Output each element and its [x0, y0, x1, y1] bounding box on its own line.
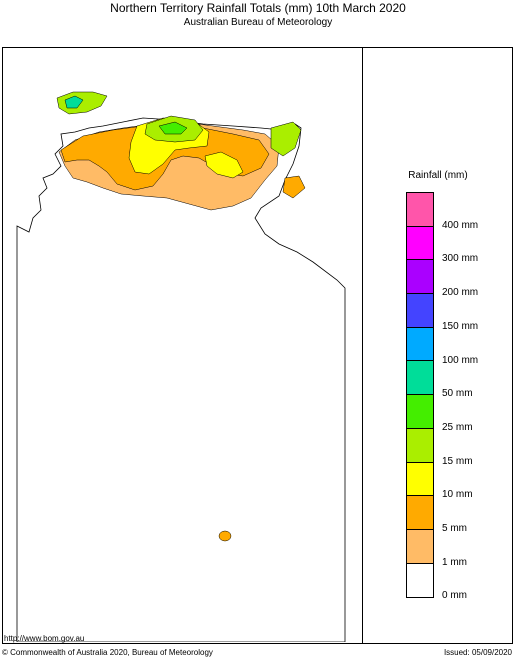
- legend-color-bar: [406, 192, 434, 599]
- legend-label: 300 mm: [442, 253, 479, 265]
- legend-divider: [362, 47, 363, 644]
- legend-swatch: [407, 226, 433, 261]
- legend-swatch: [407, 428, 433, 463]
- rain-zone-25mm: [158, 121, 188, 135]
- legend-swatch: [407, 260, 433, 295]
- rain-zone-10mm-east: [204, 151, 244, 179]
- legend-label: 150 mm: [442, 320, 479, 332]
- legend-swatch: [407, 193, 433, 227]
- legend-label: 15 mm: [442, 455, 473, 467]
- map-title: Northern Territory Rainfall Totals (mm) …: [110, 1, 406, 15]
- legend-label: 400 mm: [442, 219, 479, 231]
- legend-swatch: [407, 395, 433, 429]
- legend-swatch: [407, 327, 433, 362]
- legend-label: 5 mm: [442, 523, 467, 534]
- legend-swatch: [407, 361, 433, 396]
- footer-url[interactable]: http://www.bom.gov.au: [4, 634, 85, 643]
- legend-label: 10 mm: [442, 489, 473, 501]
- territory-outline: [16, 117, 346, 642]
- rain-zone-south-spot: [218, 530, 232, 542]
- footer-issued: Issued: 05/09/2020: [443, 648, 512, 657]
- map-subtitle: Australian Bureau of Meteorology: [183, 17, 333, 28]
- rain-zone-arnhem-east: [282, 175, 306, 199]
- legend-swatch: [407, 496, 433, 530]
- legend-label: 0 mm: [442, 590, 467, 602]
- rainfall-map: [16, 91, 346, 642]
- legend-label: 100 mm: [442, 354, 479, 366]
- legend-label: 200 mm: [442, 287, 479, 299]
- map-frame: [2, 47, 513, 644]
- legend-label: 50 mm: [442, 388, 473, 400]
- legend-label: 25 mm: [442, 421, 473, 433]
- footer-copyright: © Commonwealth of Australia 2020, Bureau…: [2, 648, 213, 657]
- legend-swatch: [407, 529, 433, 564]
- legend-swatch: [407, 563, 433, 598]
- rain-zone-islands-core: [64, 95, 84, 109]
- legend-swatch: [407, 462, 433, 497]
- legend-label: 1 mm: [442, 556, 467, 568]
- rain-zone-northeast: [270, 121, 302, 157]
- legend-swatch: [407, 294, 433, 328]
- rain-zone-islands: [56, 91, 108, 115]
- legend-title: Rainfall (mm): [408, 170, 468, 181]
